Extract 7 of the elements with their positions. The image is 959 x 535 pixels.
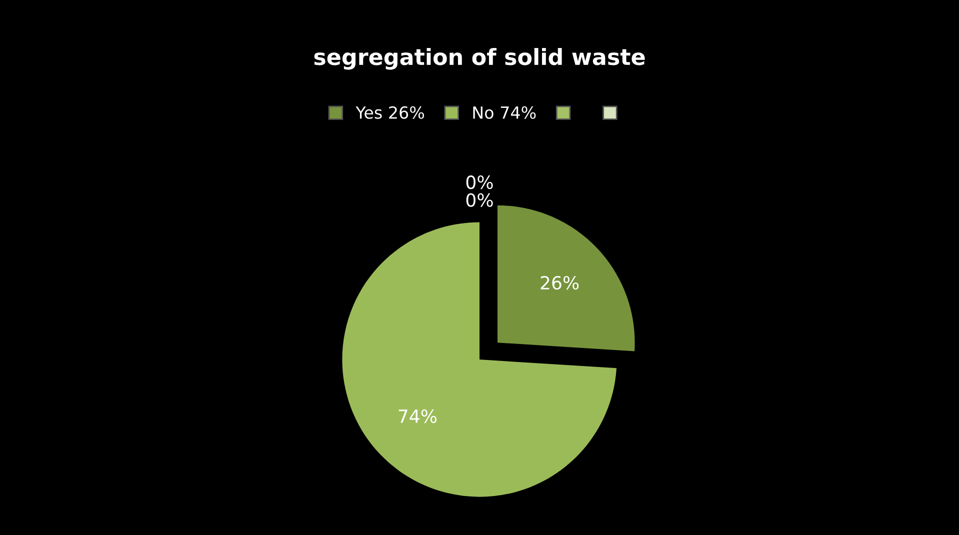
text: 0% bbox=[466, 175, 493, 190]
chart-title: segregation of solid waste bbox=[314, 48, 645, 70]
text: 0% bbox=[466, 193, 493, 207]
data-label: 74% bbox=[398, 409, 437, 424]
data-label: 26% bbox=[540, 276, 579, 290]
legend-label: No 74% bbox=[473, 106, 536, 119]
legend-label: Yes 26% bbox=[356, 106, 424, 119]
